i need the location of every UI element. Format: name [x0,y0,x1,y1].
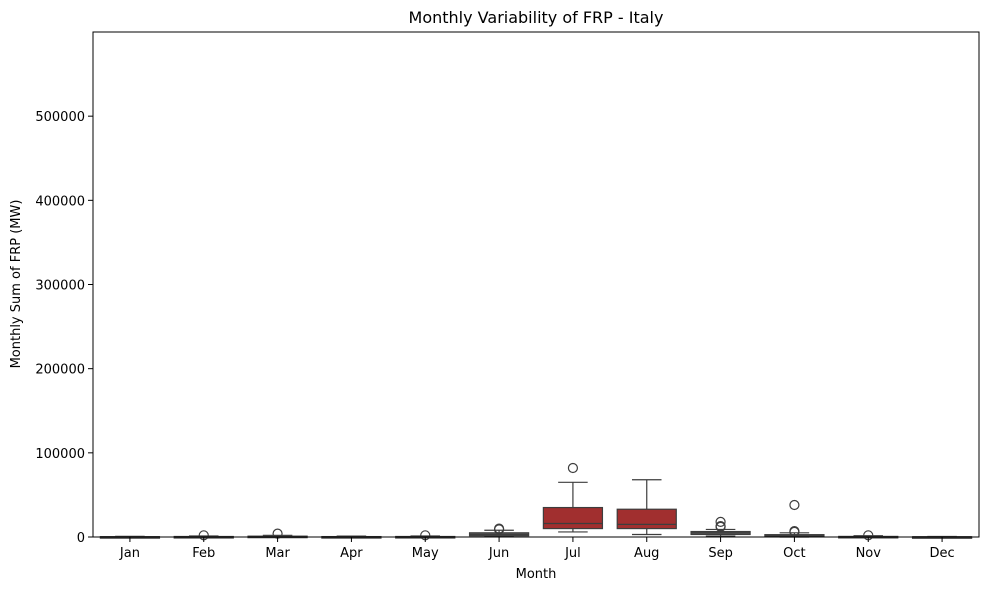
x-tick-label: Aug [634,546,659,561]
x-tick-label: Apr [340,546,363,561]
plot-frame [92,31,980,538]
x-tick-label: Oct [783,546,805,561]
box-aug [616,479,677,536]
x-tick-label: Jun [488,546,509,561]
box-jul [542,462,604,533]
box-oct [764,499,825,538]
x-axis: Jan Feb Mar Apr May Jun Jul Aug Sep Oct Nov Dec [119,537,955,561]
outlier-point [715,520,726,532]
box-body [616,508,677,530]
plot-area [99,462,973,541]
y-tick-label: 0 [77,531,85,546]
box-sep [690,516,751,537]
box-body [542,506,604,530]
x-tick-label: Feb [192,546,215,561]
x-tick-label: Nov [856,546,882,561]
y-tick-label: 300000 [35,279,85,294]
outlier-point [493,523,505,534]
y-axis-label: Monthly Sum of FRP (MW) [9,200,24,369]
x-tick-label: Jan [119,546,140,561]
outlier-point [789,499,800,511]
x-tick-label: Mar [265,546,290,561]
x-axis-label: Month [516,567,557,582]
x-tick-label: Jul [564,546,581,561]
x-tick-label: May [412,546,439,561]
chart-title: Monthly Variability of FRP - Italy [409,8,664,27]
y-axis: 0 100000 200000 300000 400000 500000 [35,110,93,546]
outlier-point [789,526,800,537]
x-tick-label: Sep [708,546,733,561]
y-tick-label: 200000 [35,363,85,378]
x-tick-label: Dec [930,546,955,561]
y-tick-label: 400000 [35,194,85,209]
y-tick-label: 100000 [35,447,85,462]
outlier-point [715,516,726,527]
outlier-point [567,462,579,474]
y-tick-label: 500000 [35,110,85,125]
box-jun [468,523,530,538]
